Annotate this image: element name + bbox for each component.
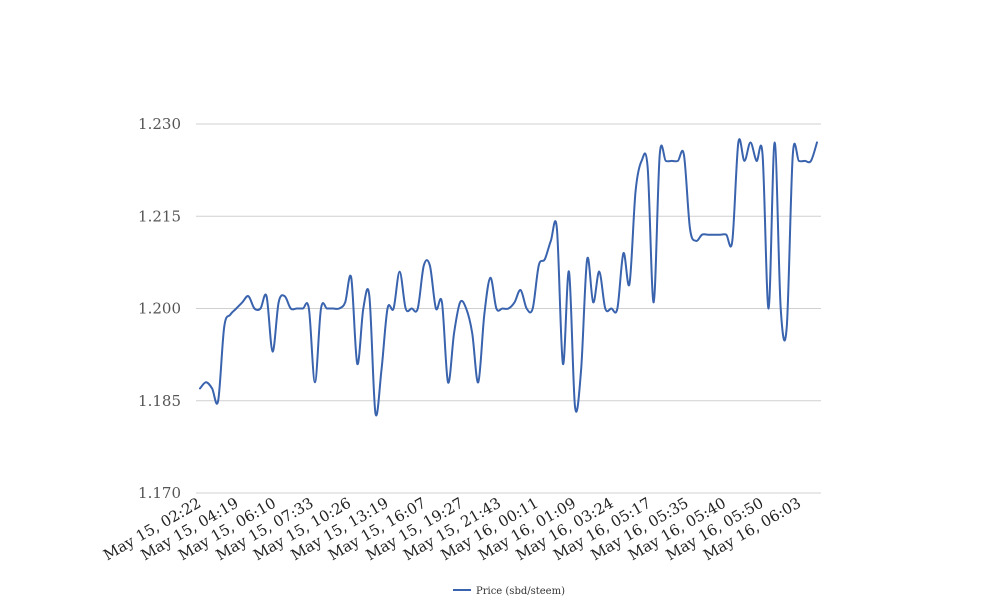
y-axis-tick-labels: 1.170 1.185 1.200 1.215 1.230 bbox=[138, 115, 181, 502]
y-tick-label: 1.215 bbox=[138, 207, 181, 225]
y-tick-label: 1.230 bbox=[138, 115, 181, 133]
series-layer bbox=[199, 138, 818, 417]
y-tick-label: 1.200 bbox=[138, 300, 181, 318]
y-tick-label: 1.170 bbox=[138, 484, 181, 502]
y-tick-label: 1.185 bbox=[138, 392, 181, 410]
series-line-price bbox=[199, 138, 818, 417]
legend: Price (sbd/steem) bbox=[453, 586, 565, 597]
legend-label-price: Price (sbd/steem) bbox=[476, 586, 565, 597]
